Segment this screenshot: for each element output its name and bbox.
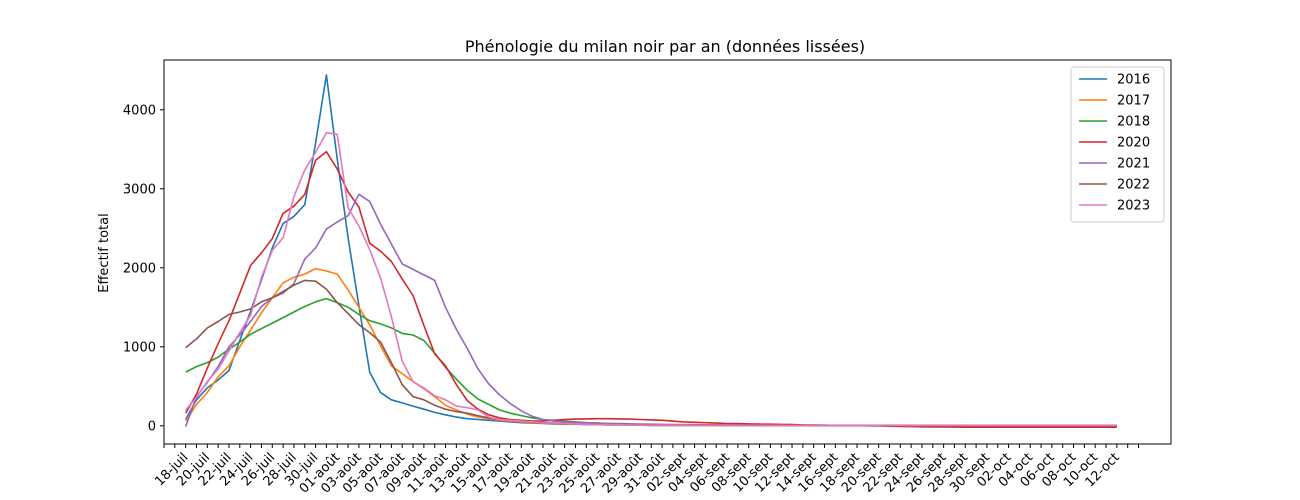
- legend-label-2018: 2018: [1117, 115, 1150, 130]
- legend-label-2016: 2016: [1117, 73, 1150, 88]
- plot-frame: [163, 59, 1172, 445]
- y-tick-label: 4000: [123, 103, 156, 118]
- y-axis-label: Effectif total: [97, 213, 112, 292]
- y-tick-label: 3000: [123, 182, 156, 197]
- y-tick-label: 2000: [123, 261, 156, 276]
- legend-label-2021: 2021: [1117, 157, 1150, 172]
- legend-label-2017: 2017: [1117, 94, 1150, 109]
- y-tick-label: 0: [148, 419, 156, 434]
- chart-title: Phénologie du milan noir par an (données…: [465, 37, 865, 56]
- plot-lines: [184, 74, 1117, 429]
- series-line-2023: [185, 131, 1117, 427]
- series-line-2020: [185, 150, 1117, 429]
- legend-label-2023: 2023: [1117, 199, 1150, 214]
- legend-label-2022: 2022: [1117, 178, 1150, 193]
- y-tick-label: 1000: [123, 340, 156, 355]
- legend: 2016 2017 2018 2020 2021 2022 2023: [1070, 66, 1165, 223]
- x-axis-ticks: 18-juil20-juil22-juil24-juil26-juil28-ju…: [152, 444, 1140, 497]
- y-axis-ticks: 0 1000 2000 3000 4000: [123, 103, 164, 434]
- legend-label-2020: 2020: [1117, 136, 1150, 151]
